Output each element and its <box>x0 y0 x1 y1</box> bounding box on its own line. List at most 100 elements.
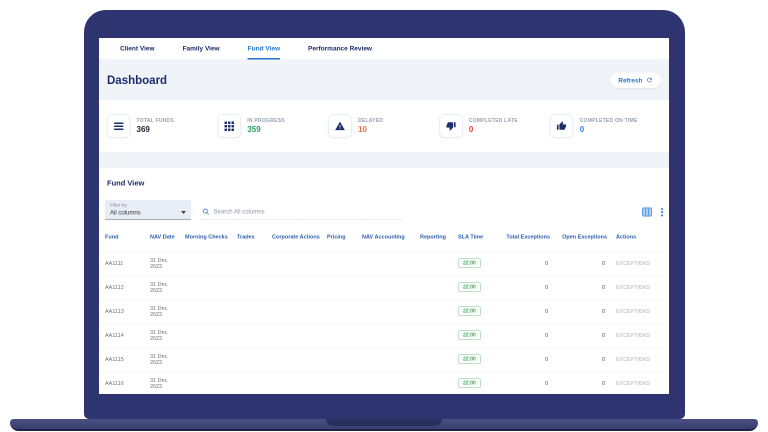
fund-view-title: Fund View <box>107 179 145 188</box>
open-exceptions-cell: 0 <box>601 356 605 363</box>
refresh-icon <box>647 77 652 83</box>
laptop-screen: Client View Family View Fund View Perfor… <box>99 38 669 394</box>
total-exceptions-cell: 0 <box>544 332 548 339</box>
nav-date-cell: 31 Dec 2022 <box>150 281 168 294</box>
exceptions-button[interactable]: EXCEPTIONS <box>616 308 651 315</box>
stat-label: TOTAL FUNDS <box>136 117 174 124</box>
total-exceptions-cell: 0 <box>544 260 548 267</box>
column-header[interactable]: NAV Date <box>150 233 175 240</box>
table-body: AA1111 31 Dec 2022 22:00 0 0 EXCEPTIONS AA1112… <box>105 251 663 394</box>
laptop-notch <box>326 419 442 426</box>
warning-icon <box>328 114 352 138</box>
sla-time-cell: 22:00 <box>458 258 498 268</box>
column-header[interactable]: Pricing <box>327 233 346 240</box>
nav-date-cell: 31 Dec 2022 <box>150 377 168 390</box>
search-box <box>202 208 402 220</box>
thumbs-up-icon <box>550 114 574 138</box>
nav-date-cell: 31 Dec 2022 <box>150 353 168 366</box>
column-header[interactable]: NAV Accounting <box>362 233 405 240</box>
fund-cell: AA1114 <box>105 332 124 339</box>
actions-cell: EXCEPTIONS <box>612 356 663 363</box>
column-header[interactable]: Corporate Actions <box>272 233 320 240</box>
sla-time-cell: 22:00 <box>458 282 498 292</box>
open-exceptions-cell: 0 <box>601 308 605 315</box>
page-title: Dashboard <box>107 73 168 87</box>
nav-date-cell: 31 Dec 2022 <box>150 329 168 342</box>
columns-icon[interactable] <box>642 207 652 217</box>
sla-time-badge: 22:00 <box>458 282 481 292</box>
stat-value: 0 <box>468 125 474 134</box>
sla-time-cell: 22:00 <box>458 306 498 316</box>
fund-cell: AA1112 <box>105 284 124 291</box>
refresh-label: Refresh <box>618 76 643 84</box>
tab-fund-view[interactable]: Fund View <box>247 38 281 60</box>
exceptions-button[interactable]: EXCEPTIONS <box>616 284 651 291</box>
table-header: Fund NAV Date Morning Checks Trades Corporat… <box>105 224 663 252</box>
exceptions-button[interactable]: EXCEPTIONS <box>616 332 651 339</box>
list-icon <box>107 114 130 138</box>
table-row[interactable]: AA1113 31 Dec 2022 22:00 0 0 EXCEPTIONS <box>105 299 663 324</box>
fund-cell: AA1116 <box>105 380 124 387</box>
fund-cell: AA1115 <box>105 356 124 363</box>
refresh-button[interactable]: Refresh <box>610 72 661 88</box>
table-row[interactable]: AA1111 31 Dec 2022 22:00 0 0 EXCEPTIONS <box>105 251 663 276</box>
column-header[interactable]: Open Exceptions <box>562 233 607 240</box>
stat-completed-late: COMPLETED LATE 0 <box>439 114 550 138</box>
stat-label: DELAYED <box>358 117 384 124</box>
search-input[interactable] <box>213 208 402 215</box>
actions-cell: EXCEPTIONS <box>612 260 663 267</box>
sla-time-cell: 22:00 <box>458 330 498 340</box>
app-window: Client View Family View Fund View Perfor… <box>99 38 669 394</box>
column-header[interactable]: Trades <box>237 233 255 240</box>
stat-total-funds: TOTAL FUNDS 369 <box>107 114 218 138</box>
chevron-down-icon <box>181 211 186 214</box>
tab-family-view[interactable]: Family View <box>182 44 220 52</box>
column-header[interactable]: Actions <box>616 233 637 240</box>
table-row[interactable]: AA1112 31 Dec 2022 22:00 0 0 EXCEPTIONS <box>105 275 663 300</box>
exceptions-button[interactable]: EXCEPTIONS <box>616 356 651 363</box>
table-row[interactable]: AA1116 31 Dec 2022 22:00 0 0 EXCEPTIONS <box>105 371 663 394</box>
table-row[interactable]: AA1114 31 Dec 2022 22:00 0 0 EXCEPTIONS <box>105 323 663 348</box>
column-header[interactable]: SLA Time <box>458 233 484 240</box>
total-exceptions-cell: 0 <box>544 284 548 291</box>
actions-cell: EXCEPTIONS <box>612 332 663 339</box>
section-divider <box>99 152 669 168</box>
actions-cell: EXCEPTIONS <box>612 284 663 291</box>
grid-icon <box>217 114 241 138</box>
open-exceptions-cell: 0 <box>601 332 605 339</box>
stat-label: IN PROGRESS <box>247 117 285 124</box>
stat-delayed: DELAYED 10 <box>328 114 440 138</box>
sla-time-badge: 22:00 <box>458 258 481 268</box>
kebab-menu-icon[interactable] <box>661 207 663 218</box>
column-header[interactable]: Reporting <box>420 233 446 240</box>
tab-bar: Client View Family View Fund View Perfor… <box>99 38 669 60</box>
stat-completed-on-time: COMPLETED ON TIME 0 <box>550 114 661 138</box>
filter-dropdown[interactable]: Filter by All columns <box>105 200 191 220</box>
stat-value: 359 <box>247 125 261 134</box>
exceptions-button[interactable]: EXCEPTIONS <box>616 380 651 387</box>
table-row[interactable]: AA1115 31 Dec 2022 22:00 0 0 EXCEPTIONS <box>105 347 663 372</box>
table-toolbar: Filter by All columns <box>105 197 663 220</box>
total-exceptions-cell: 0 <box>544 380 548 387</box>
open-exceptions-cell: 0 <box>601 380 605 387</box>
nav-date-cell: 31 Dec 2022 <box>150 257 168 270</box>
filter-value: All columns <box>110 209 141 216</box>
laptop-base <box>10 419 758 431</box>
open-exceptions-cell: 0 <box>601 284 605 291</box>
column-header[interactable]: Fund <box>105 233 119 240</box>
actions-cell: EXCEPTIONS <box>612 308 663 315</box>
exceptions-button[interactable]: EXCEPTIONS <box>616 260 651 267</box>
column-header[interactable]: Total Exceptions <box>506 233 550 240</box>
sla-time-badge: 22:00 <box>458 354 481 364</box>
column-header[interactable]: Morning Checks <box>185 233 228 240</box>
sla-time-cell: 22:00 <box>458 378 498 388</box>
sla-time-badge: 22:00 <box>458 378 481 388</box>
sla-time-cell: 22:00 <box>458 354 498 364</box>
tab-performance-review[interactable]: Performance Review <box>308 44 372 52</box>
total-exceptions-cell: 0 <box>544 308 548 315</box>
tab-client-view[interactable]: Client View <box>120 44 155 52</box>
actions-cell: EXCEPTIONS <box>612 380 663 387</box>
stat-label: COMPLETED LATE <box>468 117 518 124</box>
stat-value: 10 <box>358 125 367 134</box>
